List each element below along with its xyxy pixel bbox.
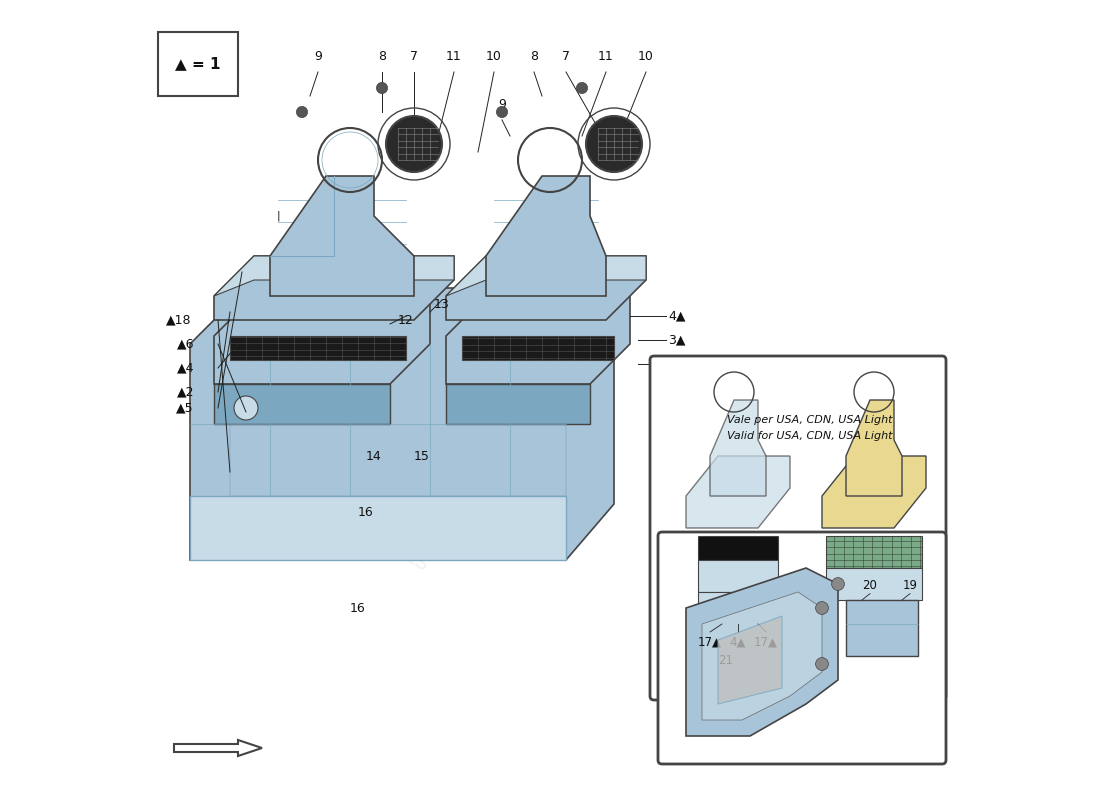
Polygon shape: [702, 592, 822, 720]
Circle shape: [386, 116, 442, 172]
Text: 4▲: 4▲: [729, 635, 746, 648]
Text: Valid for USA, CDN, USA Light: Valid for USA, CDN, USA Light: [727, 431, 893, 441]
Circle shape: [376, 82, 387, 94]
Polygon shape: [214, 256, 454, 320]
Text: 19: 19: [902, 579, 917, 592]
Text: 7: 7: [410, 50, 418, 62]
Text: 15: 15: [414, 450, 430, 462]
Text: 17▲: 17▲: [698, 635, 722, 648]
Text: 21: 21: [718, 654, 734, 666]
Text: 16: 16: [350, 602, 366, 614]
Polygon shape: [486, 176, 606, 296]
Text: 17▲: 17▲: [754, 635, 778, 648]
Text: 12: 12: [398, 314, 414, 326]
Text: 8: 8: [378, 50, 386, 62]
Text: ▲5: ▲5: [176, 402, 194, 414]
Polygon shape: [462, 336, 614, 360]
Text: 16: 16: [359, 506, 374, 518]
Circle shape: [576, 82, 587, 94]
Text: 5▲: 5▲: [669, 358, 686, 370]
Text: 14: 14: [366, 450, 382, 462]
Text: 10: 10: [486, 50, 502, 62]
Polygon shape: [230, 336, 406, 360]
Text: 11: 11: [447, 50, 462, 62]
Text: |: |: [276, 210, 279, 222]
Polygon shape: [446, 256, 646, 296]
Polygon shape: [710, 400, 766, 496]
Text: 13: 13: [434, 298, 450, 310]
Polygon shape: [686, 456, 790, 528]
Polygon shape: [190, 288, 614, 560]
Text: 11: 11: [598, 50, 614, 62]
Polygon shape: [698, 536, 778, 560]
Circle shape: [586, 116, 642, 172]
Text: 9: 9: [498, 98, 506, 110]
Polygon shape: [214, 256, 454, 296]
Polygon shape: [698, 560, 778, 592]
Circle shape: [832, 578, 845, 590]
Polygon shape: [446, 256, 646, 320]
Polygon shape: [174, 740, 262, 756]
Polygon shape: [846, 600, 918, 656]
Polygon shape: [718, 616, 782, 704]
Polygon shape: [686, 568, 838, 736]
FancyBboxPatch shape: [158, 32, 238, 96]
Polygon shape: [698, 592, 778, 624]
FancyBboxPatch shape: [650, 356, 946, 700]
Text: a parts: a parts: [346, 512, 433, 576]
Text: ▲2: ▲2: [176, 386, 194, 398]
Polygon shape: [446, 384, 590, 424]
Text: Vale per USA, CDN, USA Light: Vale per USA, CDN, USA Light: [727, 415, 893, 425]
Text: 10: 10: [638, 50, 653, 62]
Polygon shape: [446, 296, 630, 384]
Polygon shape: [822, 456, 926, 528]
Polygon shape: [270, 176, 414, 296]
Text: 9: 9: [315, 50, 322, 62]
Text: 8: 8: [530, 50, 538, 62]
Polygon shape: [190, 496, 566, 560]
Circle shape: [234, 396, 258, 420]
Text: ▲6: ▲6: [176, 338, 194, 350]
Text: 7: 7: [562, 50, 570, 62]
Polygon shape: [214, 296, 430, 384]
Polygon shape: [826, 568, 922, 600]
Text: ▲18: ▲18: [166, 314, 191, 326]
Text: 3▲: 3▲: [669, 334, 686, 346]
Text: 20: 20: [862, 579, 878, 592]
Circle shape: [815, 602, 828, 614]
Circle shape: [296, 106, 308, 118]
Text: ▲ = 1: ▲ = 1: [175, 57, 221, 71]
Circle shape: [815, 658, 828, 670]
Text: ▲4: ▲4: [176, 362, 194, 374]
Polygon shape: [230, 304, 566, 496]
Text: eurospares: eurospares: [241, 340, 539, 540]
Polygon shape: [846, 400, 902, 496]
Text: 4▲: 4▲: [669, 310, 686, 322]
Polygon shape: [214, 384, 390, 424]
Circle shape: [496, 106, 507, 118]
Polygon shape: [826, 536, 922, 568]
FancyBboxPatch shape: [658, 532, 946, 764]
